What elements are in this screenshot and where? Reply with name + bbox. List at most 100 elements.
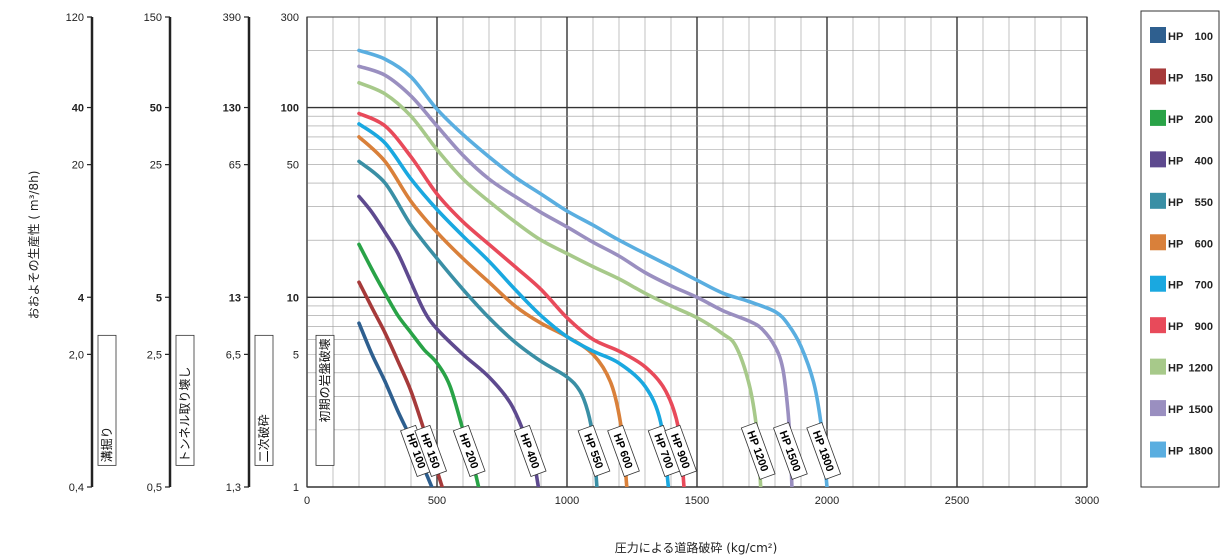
curve-tag-box [513,424,547,477]
axis-name-secondary: 溝掘り [99,426,114,462]
curve-tag-box [740,421,776,480]
legend-swatch-8 [1150,317,1166,334]
legend-label-prefix: HP [1168,72,1183,84]
legend-label-prefix: HP [1168,197,1183,209]
y-tick-label: 1 [293,482,299,494]
legend-label-value: 900 [1195,321,1213,333]
curve-tag-box [414,424,448,477]
secondary-tick-label: 65 [229,160,241,172]
legend-swatch-7 [1150,275,1166,292]
legend-label-prefix: HP [1168,446,1183,458]
legend-swatch-9 [1150,358,1166,375]
legend-label-value: 600 [1195,238,1213,250]
axis-name-box [254,334,274,466]
secondary-tick-label: 40 [72,103,84,115]
legend-label-prefix: HP [1168,238,1183,250]
series-line-9 [357,81,763,487]
secondary-tick-label: 1,3 [226,482,241,494]
curve-tag-box [607,424,640,477]
y-axis-label: おおよその生産性 ( m³/8h) [26,171,41,320]
secondary-tick-label: 13 [229,292,241,304]
legend-swatch-5 [1150,192,1166,209]
y-tick-label: 100 [281,103,299,115]
legend-label-prefix: HP [1168,404,1183,416]
x-tick-label: 0 [304,495,310,507]
x-tick-label: 3000 [1075,495,1099,507]
series-line-11 [357,48,829,487]
curve-tag-box [577,424,611,477]
secondary-tick-label: 25 [150,160,162,172]
legend-label-prefix: HP [1168,31,1183,43]
y-tick-label: 50 [287,160,299,172]
legend-swatch-2 [1150,68,1166,85]
legend-label-value: 200 [1195,114,1213,126]
x-tick-label: 1000 [555,495,579,507]
curve-tag-box [773,421,808,480]
series-line-7 [357,122,671,487]
legend-swatch-4 [1150,151,1166,168]
curve-tag-box [452,424,486,477]
plot-grid [306,16,1088,488]
curve-tag-3: HP 200 [452,424,486,477]
legend-swatch-11 [1150,441,1166,458]
secondary-tick-label: 4 [78,292,85,304]
y-tick-label: 300 [281,12,299,24]
legend-label-value: 1800 [1189,446,1213,458]
curve-tag-6: HP 600 [607,424,640,477]
curve-tag-box [806,421,842,480]
legend-label-value: 1200 [1189,363,1213,375]
x-tick-label: 500 [428,495,446,507]
legend-swatch-3 [1150,109,1166,126]
secondary-tick-label: 390 [223,12,241,24]
secondary-tick-label: 0,5 [147,482,162,494]
x-tick-label: 1500 [685,495,709,507]
axis-name-box [97,334,117,466]
plot-frame [306,16,1088,488]
axis-name-primary: 初期の岩盤破壊 [317,338,332,422]
legend-label-value: 700 [1195,280,1213,292]
series-line-5 [357,159,599,487]
secondary-tick-label: 20 [72,160,84,172]
legend-label-prefix: HP [1168,321,1183,333]
curve-tag-9: HP 1200 [740,421,776,480]
secondary-tick-label: 6,5 [226,349,241,361]
legend-label-prefix: HP [1168,114,1183,126]
legend-label-value: 100 [1195,31,1213,43]
secondary-tick-label: 2,5 [147,349,162,361]
legend-label-value: 400 [1195,155,1213,167]
legend: HP 100 HP 150 HP 200 HP 400 HP 550 HP 600 HP 700 HP 900… [1140,10,1220,488]
secondary-tick-label: 130 [223,103,241,115]
series-line-8 [357,111,686,487]
secondary-tick-label: 0,4 [69,482,84,494]
secondary-tick-label: 50 [150,103,162,115]
y-tick-label: 5 [293,349,299,361]
series-line-10 [357,64,794,487]
legend-label-prefix: HP [1168,363,1183,375]
secondary-tick-label: 5 [156,292,162,304]
curve-tag-11: HP 1800 [806,421,842,480]
axis-name-box [175,334,195,466]
secondary-tick-label: 2,0 [69,349,84,361]
x-axis-label: 圧力による道路破砕 (kg/cm²) [615,540,778,555]
legend-swatch-6 [1150,234,1166,251]
curve-tag-10: HP 1500 [773,421,808,480]
legend-swatch-1 [1150,27,1166,43]
secondary-tick-label: 120 [66,12,84,24]
legend-label-prefix: HP [1168,280,1183,292]
axis-name-box [315,334,335,466]
curve-tag-5: HP 550 [577,424,611,477]
axes: 0 500 1000 1500 2000 2500 3000 1 5 10 50 100 300 初期の岩… [66,12,1100,507]
legend-label-value: 550 [1195,197,1213,209]
legend-swatch-10 [1150,400,1166,417]
legend-label-value: 150 [1195,72,1213,84]
x-tick-label: 2500 [945,495,969,507]
y-tick-label: 10 [287,292,299,304]
axis-name-secondary: トンネル取り壊し [178,367,192,463]
legend-label-value: 1500 [1189,404,1213,416]
legend-label-prefix: HP [1168,155,1183,167]
axis-name-secondary: 二次破砕 [256,414,271,462]
curve-tag-box [664,424,698,477]
x-tick-label: 2000 [815,495,839,507]
